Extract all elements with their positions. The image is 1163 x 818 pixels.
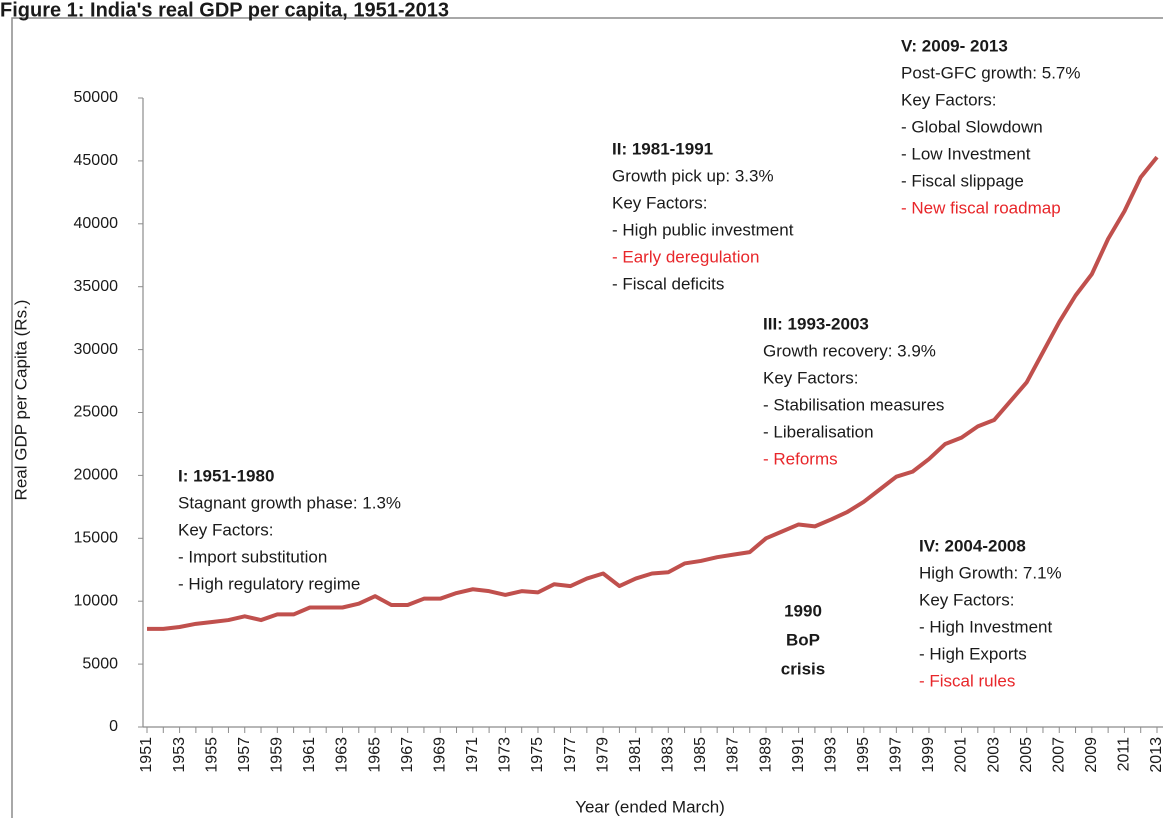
x-tick-label: 1989	[757, 737, 774, 773]
x-tick-label: 1961	[301, 737, 318, 773]
x-tick-label: 1973	[497, 737, 514, 773]
annotation-line: - High Investment	[919, 617, 1052, 636]
x-tick-label: 1987	[725, 737, 742, 773]
crisis-note: crisis	[781, 659, 825, 678]
x-tick-label: 1985	[692, 737, 709, 773]
annotation-title: II: 1981-1991	[612, 139, 713, 158]
annotation-title: IV: 2004-2008	[919, 536, 1026, 555]
x-tick-label: 1977	[562, 737, 579, 773]
x-tick-label: 2001	[953, 737, 970, 773]
annotation-line: Post-GFC growth: 5.7%	[901, 63, 1081, 82]
annotation-line: Growth pick up: 3.3%	[612, 166, 774, 185]
annotation-title: III: 1993-2003	[763, 314, 869, 333]
annotation-line: - High regulatory regime	[178, 574, 360, 593]
annotation-line: - Fiscal slippage	[901, 171, 1024, 190]
x-tick-label: 1953	[171, 737, 188, 773]
x-tick-label: 1993	[822, 737, 839, 773]
annotation-line: - Stabilisation measures	[763, 395, 944, 414]
annotation-line: - Reforms	[763, 449, 838, 468]
x-tick-label: 1969	[431, 737, 448, 773]
y-axis-label: Real GDP per Capita (Rs.)	[11, 300, 30, 501]
x-tick-label: 1965	[366, 737, 383, 773]
chart-frame	[11, 17, 1163, 818]
x-tick-label: 1959	[269, 737, 286, 773]
x-tick-label: 1957	[236, 737, 253, 773]
annotation-line: Key Factors:	[763, 368, 858, 387]
chart-title: Figure 1: India's real GDP per capita, 1…	[0, 0, 449, 21]
x-tick-label: 1995	[855, 737, 872, 773]
x-tick-label: 1963	[334, 737, 351, 773]
x-tick-label: 1967	[399, 737, 416, 773]
y-tick-label: 20000	[74, 467, 119, 484]
y-tick-label: 15000	[74, 530, 119, 547]
x-tick-label: 1997	[888, 737, 905, 773]
annotation-title: I: 1951-1980	[178, 466, 274, 485]
annotation-line: - Fiscal deficits	[612, 274, 724, 293]
annotation-line: - Import substitution	[178, 547, 327, 566]
x-tick-label: 1999	[920, 737, 937, 773]
x-tick-label: 1951	[138, 737, 155, 773]
x-tick-label: 2009	[1083, 737, 1100, 773]
x-tick-label: 2007	[1050, 737, 1067, 773]
annotation-line: Key Factors:	[612, 193, 707, 212]
x-tick-label: 1991	[790, 737, 807, 773]
y-tick-label: 10000	[74, 592, 119, 609]
x-tick-label: 2005	[1018, 737, 1035, 773]
annotation-line: Stagnant growth phase: 1.3%	[178, 493, 401, 512]
annotation-line: - High Exports	[919, 644, 1027, 663]
x-tick-label: 1975	[529, 737, 546, 773]
annotation-line: - Early deregulation	[612, 247, 759, 266]
annotation-line: - Fiscal rules	[919, 671, 1015, 690]
x-tick-label: 1979	[594, 737, 611, 773]
annotation-line: Key Factors:	[901, 90, 996, 109]
x-tick-label: 2003	[985, 737, 1002, 773]
annotation-line: - Global Slowdown	[901, 117, 1043, 136]
x-tick-label: 2013	[1148, 737, 1163, 773]
y-tick-label: 5000	[82, 655, 118, 672]
annotation-line: - Low Investment	[901, 144, 1031, 163]
x-tick-label: 2011	[1116, 737, 1133, 772]
annotation-line: High Growth: 7.1%	[919, 563, 1062, 582]
x-tick-label: 1955	[203, 737, 220, 773]
x-tick-label: 1983	[660, 737, 677, 773]
x-tick-label: 1971	[464, 737, 481, 773]
annotation-line: Key Factors:	[919, 590, 1014, 609]
x-tick-label: 1981	[627, 737, 644, 773]
y-tick-label: 35000	[74, 278, 119, 295]
annotation-line: Key Factors:	[178, 520, 273, 539]
annotation-title: V: 2009- 2013	[901, 36, 1008, 55]
annotation-line: - High public investment	[612, 220, 794, 239]
y-tick-label: 30000	[74, 341, 119, 358]
y-tick-label: 40000	[74, 215, 119, 232]
crisis-note: BoP	[786, 630, 820, 649]
y-tick-label: 50000	[74, 89, 119, 106]
annotation-line: - New fiscal roadmap	[901, 198, 1061, 217]
data-line	[147, 155, 1159, 631]
y-tick-label: 0	[109, 718, 118, 735]
annotation-line: Growth recovery: 3.9%	[763, 341, 936, 360]
x-axis-label: Year (ended March)	[575, 797, 725, 816]
y-tick-label: 45000	[74, 152, 119, 169]
y-tick-label: 25000	[74, 404, 119, 421]
crisis-note: 1990	[784, 601, 822, 620]
annotation-line: - Liberalisation	[763, 422, 874, 441]
